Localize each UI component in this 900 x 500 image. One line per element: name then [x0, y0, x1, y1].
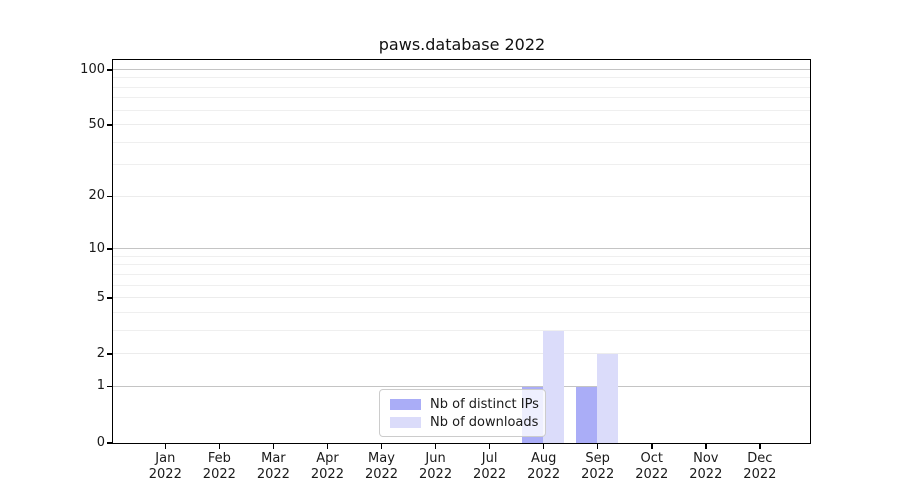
y-gridline-9: [113, 255, 810, 257]
x-tick-apr: [326, 444, 329, 449]
y-tick-0: [107, 442, 112, 444]
y-gridline-100: [113, 69, 810, 70]
y-tick-label-100: 100: [80, 61, 105, 77]
legend-label-downloads: Nb of downloads: [430, 414, 539, 430]
y-gridline-5: [113, 297, 810, 299]
y-tick-label-20: 20: [88, 188, 105, 204]
y-gridline-50: [113, 124, 810, 126]
y-gridline-30: [113, 164, 810, 166]
x-tick-label-jul: Jul 2022: [473, 451, 507, 482]
x-tick-jul: [488, 444, 491, 449]
y-gridline-40: [113, 141, 810, 143]
y-tick-10: [107, 248, 112, 250]
y-gridline-20: [113, 195, 810, 197]
x-tick-dec: [759, 444, 761, 449]
y-tick-label-2: 2: [96, 345, 105, 361]
x-tick-label-aug: Aug 2022: [527, 451, 561, 482]
y-gridline-6: [113, 284, 810, 286]
x-tick-feb: [218, 444, 221, 449]
x-tick-label-feb: Feb 2022: [202, 451, 236, 482]
y-tick-5: [107, 297, 112, 299]
x-tick-aug: [542, 444, 545, 449]
legend-swatch-downloads: [390, 416, 421, 428]
bar-aug-downloads: [543, 330, 565, 443]
legend-item-downloads: Nb of downloads: [390, 414, 539, 430]
x-tick-jan: [164, 444, 167, 449]
y-tick-100: [107, 69, 112, 71]
x-tick-sep: [596, 444, 599, 449]
y-tick-label-1: 1: [96, 378, 105, 394]
legend: Nb of distinct IPs Nb of downloads: [379, 389, 546, 437]
x-tick-may: [380, 444, 383, 449]
x-tick-label-nov: Nov 2022: [689, 451, 723, 482]
y-tick-label-50: 50: [88, 116, 105, 132]
x-tick-label-dec: Dec 2022: [743, 451, 777, 482]
x-tick-oct: [651, 444, 653, 449]
y-gridline-10: [113, 248, 810, 250]
x-tick-label-jan: Jan 2022: [148, 451, 182, 482]
x-tick-label-apr: Apr 2022: [310, 451, 344, 482]
x-tick-jun: [434, 444, 437, 449]
y-gridline-70: [113, 97, 810, 99]
y-gridline-2: [113, 353, 810, 355]
y-tick-50: [107, 124, 112, 126]
legend-swatch-distinct-ips: [390, 398, 421, 410]
legend-label-distinct-ips: Nb of distinct IPs: [430, 396, 539, 412]
bar-sep-downloads: [597, 354, 619, 443]
y-gridline-8: [113, 264, 810, 266]
y-gridline-1: [113, 385, 810, 387]
chart-title: paws.database 2022: [378, 35, 546, 54]
y-tick-20: [107, 195, 112, 198]
y-tick-label-0: 0: [96, 434, 105, 450]
y-gridline-3: [113, 329, 810, 331]
x-tick-nov: [705, 444, 707, 449]
y-gridline-4: [113, 311, 810, 313]
y-tick-1: [107, 385, 112, 388]
x-tick-label-may: May 2022: [364, 451, 399, 482]
y-tick-label-10: 10: [88, 240, 105, 256]
x-tick-label-oct: Oct 2022: [635, 451, 669, 482]
y-gridline-80: [113, 86, 810, 88]
y-gridline-7: [113, 273, 810, 275]
legend-item-distinct-ips: Nb of distinct IPs: [390, 396, 539, 412]
x-tick-mar: [272, 444, 275, 449]
y-gridline-90: [113, 77, 810, 79]
x-tick-label-mar: Mar 2022: [256, 451, 290, 482]
y-tick-2: [107, 353, 112, 355]
x-tick-label-sep: Sep 2022: [581, 451, 615, 482]
y-tick-label-5: 5: [96, 289, 105, 305]
y-gridline-60: [113, 109, 810, 111]
plot-area: [112, 59, 811, 444]
bar-sep-distinct-ips: [576, 386, 598, 443]
x-tick-label-jun: Jun 2022: [419, 451, 453, 482]
